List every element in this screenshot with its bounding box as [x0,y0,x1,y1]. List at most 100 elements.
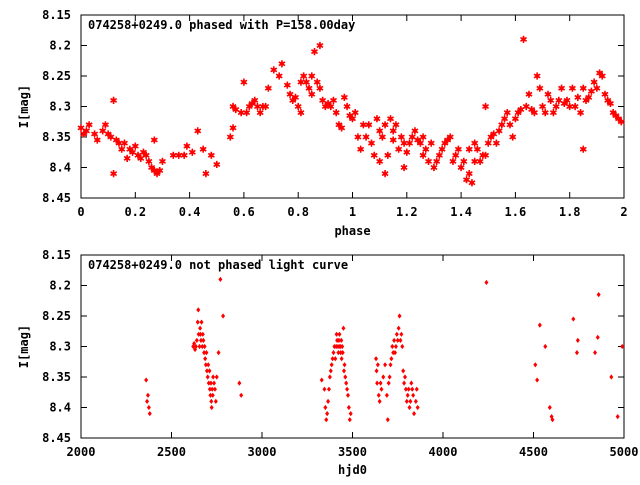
data-point [221,313,226,319]
data-point [364,120,373,130]
data-point [237,108,246,117]
data-point [370,150,379,160]
data-point [327,374,332,380]
data-point [574,350,579,356]
y-tick-label: 8.2 [49,279,71,293]
data-point [508,132,517,142]
data-point [533,362,538,368]
data-point [533,71,542,81]
data-point [329,362,334,368]
data-point [333,356,338,362]
data-point [207,368,212,374]
data-point [283,80,292,90]
data-point [410,386,415,392]
x-tick-label: 0.2 [124,205,146,219]
data-point [158,156,167,166]
data-point [325,411,330,417]
x-tick-label: 2 [620,205,627,219]
x-axis-label: phase [334,224,370,238]
data-point [339,356,344,362]
x-tick-label: 3000 [248,445,277,459]
data-point [203,356,208,362]
data-point [345,392,350,398]
data-point [402,147,411,157]
data-point [595,334,600,340]
data-point [331,350,336,356]
data-point [379,386,384,392]
data-point [323,404,328,411]
data-point [387,374,392,380]
data-point [343,102,351,111]
chart-title: 074258+0249.0 not phased light curve [88,258,348,272]
data-point [579,83,588,93]
data-point [481,102,490,111]
y-tick-label: 8.4 [49,401,71,415]
data-point [375,156,384,166]
data-point [384,392,389,398]
data-point [400,343,405,350]
data-point [346,404,351,411]
data-point [383,150,392,160]
data-point [375,362,380,368]
data-point [393,343,398,350]
data-point [427,138,436,148]
x-tick-label: 0.6 [233,205,255,219]
data-point [376,392,381,398]
data-point [213,398,218,404]
data-point [206,362,211,368]
data-point [195,319,200,325]
data-point [609,374,614,380]
data-point [615,414,620,420]
y-tick-label: 8.45 [42,431,71,445]
data-point [307,71,316,81]
data-point [389,135,398,145]
data-point [319,377,324,383]
y-tick-label: 8.15 [42,8,71,22]
data-point [484,279,489,286]
data-point [407,404,412,411]
data-point [402,374,407,380]
data-point [216,350,221,356]
data-point [378,380,383,386]
data-point [214,374,219,380]
data-point [212,386,217,392]
data-point [145,398,150,404]
data-point [375,380,380,386]
data-point [147,411,152,417]
x-tick-label: 2000 [67,445,96,459]
data-point [406,386,411,392]
data-point [193,126,202,136]
data-point [575,337,580,343]
data-point [557,83,566,93]
data-point [324,417,329,423]
data-point [339,337,344,343]
data-point [212,380,217,386]
data-point [218,276,223,282]
data-series [77,35,626,188]
data-point [386,114,395,124]
unphased-panel: 2000 2500 3000 3500 4000 4500 5000 8.15 8.2 8.25 8… [17,248,638,477]
data-point [424,156,433,166]
data-point [269,65,278,75]
data-point [182,141,191,151]
data-point [264,83,273,93]
data-point [332,108,341,117]
data-point [239,392,244,398]
data-point [194,337,199,343]
data-point [573,92,582,102]
data-point [199,319,204,325]
data-point [543,343,548,350]
data-point [571,102,580,111]
data-point [409,380,414,386]
data-point [196,307,201,313]
data-point [367,138,376,148]
x-tick-label: 1.6 [505,205,527,219]
x-tick-label: 1 [349,205,356,219]
data-point [345,386,350,392]
data-point [415,404,420,411]
data-point [525,89,533,99]
data-point [201,337,206,343]
y-tick-label: 8.45 [42,191,71,205]
y-axis-label: I[mag] [17,325,31,368]
